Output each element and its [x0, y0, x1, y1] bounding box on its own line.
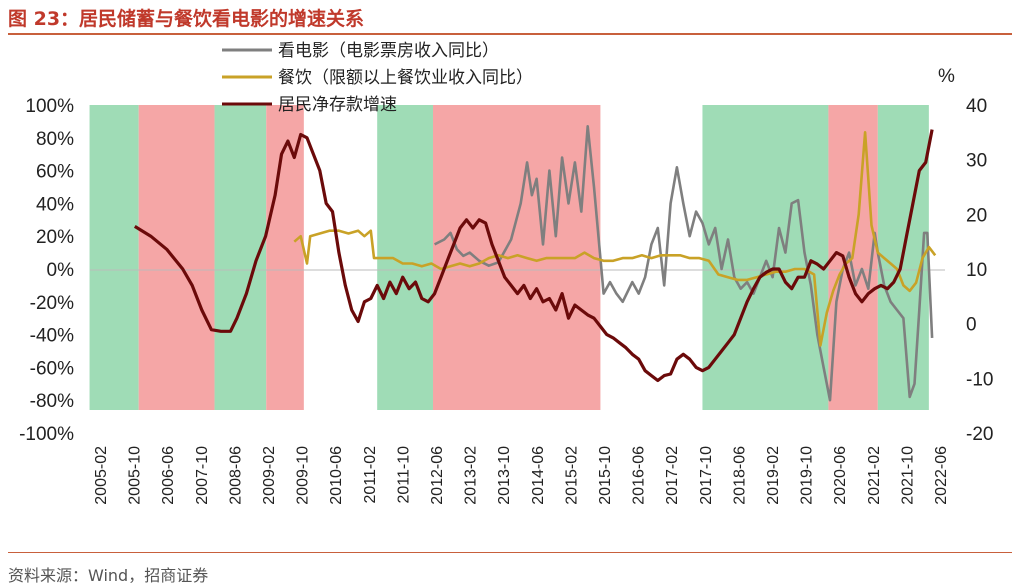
right-axis-ticks: 40 30 20 10 0 -10 -20 [966, 96, 993, 445]
x-tick-label: 2012-06 [429, 446, 446, 505]
series-line-0 [434, 125, 934, 402]
series-line-1 [293, 131, 937, 347]
left-tick-label: 0% [47, 260, 75, 281]
legend-label-2: 居民净存款增速 [278, 95, 397, 115]
left-tick-label: 60% [36, 162, 74, 183]
x-tick-label: 2013-10 [496, 446, 513, 505]
x-tick-label: 2021-02 [866, 446, 883, 505]
left-tick-label: 40% [36, 194, 74, 215]
bottom-rule [8, 552, 1012, 553]
x-tick-label: 2011-10 [395, 446, 412, 504]
shaded-region-0 [89, 105, 139, 410]
left-tick-label: -80% [30, 391, 74, 412]
x-tick-label: 2005-10 [127, 446, 144, 505]
x-tick-label: 2013-02 [463, 446, 480, 505]
right-tick-label: 0 [966, 315, 977, 336]
x-tick-label: 2015-02 [563, 446, 580, 505]
figure-title: 图 23：居民储蓄与餐饮看电影的增速关系 [8, 8, 365, 30]
right-tick-label: -10 [966, 369, 993, 390]
x-tick-label: 2015-10 [597, 446, 614, 505]
right-tick-label: -20 [966, 424, 993, 445]
x-tick-label: 2020-06 [832, 446, 849, 505]
right-tick-label: 40 [966, 96, 987, 117]
shaded-region-1 [138, 105, 215, 410]
x-tick-label: 2022-06 [933, 446, 950, 505]
legend-label-1: 餐饮（限额以上餐饮业收入同比） [278, 68, 533, 88]
left-tick-label: 100% [25, 96, 74, 117]
chart: 100%80%60%40%20%0%-20%-40%-60%-80%-100% … [19, 41, 993, 505]
left-tick-label: 80% [36, 129, 74, 150]
x-tick-label: 2009-10 [295, 446, 312, 505]
shaded-region-3 [266, 105, 304, 410]
right-tick-label: 20 [966, 205, 987, 226]
right-axis-unit: % [938, 66, 955, 87]
x-tick-label: 2018-06 [731, 446, 748, 505]
legend: 看电影（电影票房收入同比） 餐饮（限额以上餐饮业收入同比） 居民净存款增速 [222, 41, 533, 115]
x-tick-label: 2016-06 [631, 446, 648, 505]
legend-label-0: 看电影（电影票房收入同比） [278, 41, 499, 61]
x-tick-label: 2019-10 [799, 446, 816, 505]
x-tick-label: 2005-02 [93, 446, 110, 505]
right-tick-label: 10 [966, 260, 987, 281]
title-rule [8, 33, 1012, 35]
x-tick-label: 2019-02 [765, 446, 782, 505]
x-tick-label: 2017-02 [664, 446, 681, 505]
left-tick-label: -100% [19, 424, 74, 445]
series-line-2 [133, 129, 934, 383]
left-tick-label: -60% [30, 358, 74, 379]
x-axis-ticks: 2005-02 2005-10 2006-06 2007-10 2008-06 2009-… [93, 446, 950, 505]
right-tick-label: 30 [966, 151, 987, 172]
left-axis-ticks: 100% 80% 60% 40% 20% 0% -20% -40% -60% -80% -100% [19, 96, 74, 445]
x-tick-label: 2009-02 [261, 446, 278, 505]
shaded-region-6 [702, 105, 829, 410]
x-tick-label: 2010-06 [328, 446, 345, 505]
left-tick-label: -40% [30, 326, 74, 347]
source-note: 资料来源：Wind，招商证券 [8, 566, 209, 585]
left-tick-label: 20% [36, 227, 74, 248]
x-tick-label: 2021-10 [899, 446, 916, 505]
x-tick-label: 2008-06 [227, 446, 244, 505]
x-tick-label: 2007-10 [194, 446, 211, 505]
x-tick-label: 2017-10 [698, 446, 715, 505]
x-tick-label: 2011-02 [362, 446, 379, 504]
x-tick-label: 2014-06 [530, 446, 547, 505]
left-tick-label: -20% [30, 293, 74, 314]
x-tick-label: 2006-06 [160, 446, 177, 505]
series-lines [133, 125, 937, 402]
